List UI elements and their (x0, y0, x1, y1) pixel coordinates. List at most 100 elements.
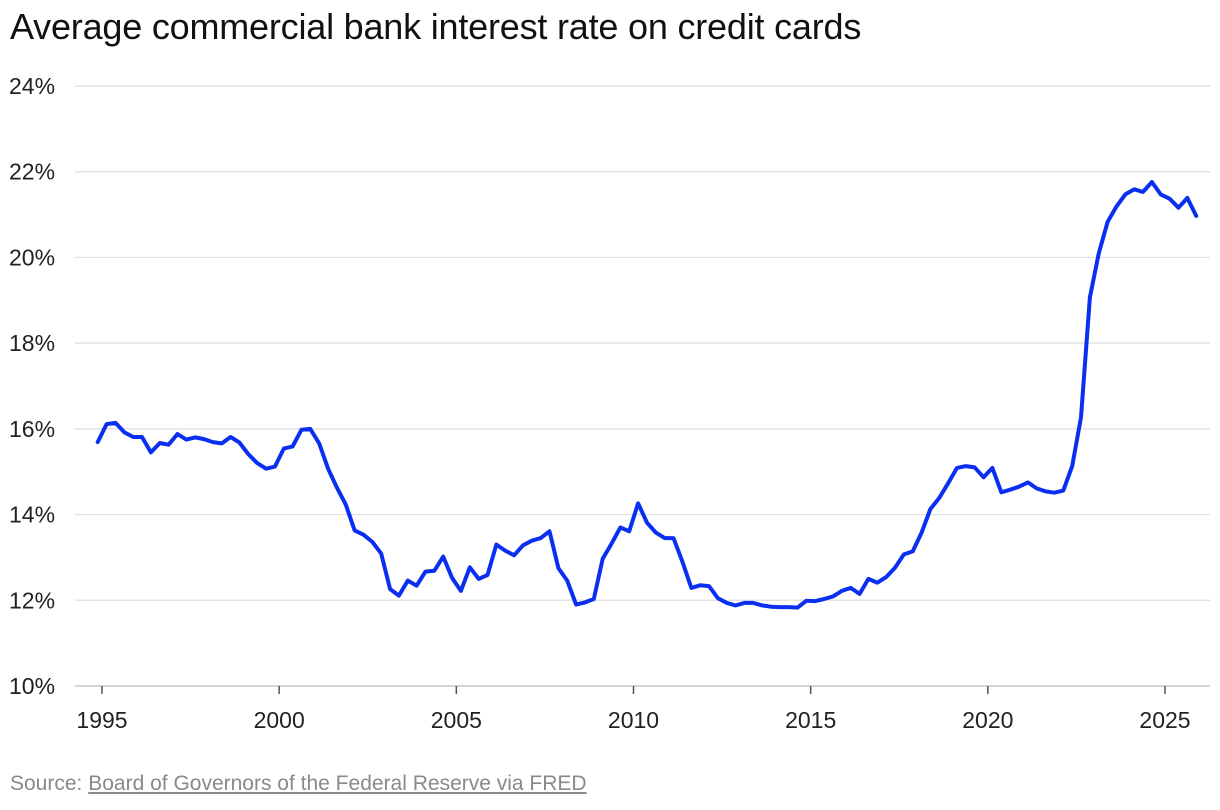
y-tick-label: 20% (9, 244, 55, 270)
data-point (317, 441, 321, 445)
data-point (742, 601, 746, 605)
data-point (424, 570, 428, 574)
data-point (273, 465, 277, 469)
data-point (618, 525, 622, 529)
data-point (264, 467, 268, 471)
y-axis-ticks: 10% 12% 14% 16% 18% 20% 22% 24% (9, 73, 55, 699)
data-point (432, 569, 436, 573)
data-point (353, 528, 357, 532)
data-point (592, 597, 596, 601)
data-point (973, 465, 977, 469)
data-point (158, 441, 162, 445)
data-point (1097, 252, 1101, 256)
data-point (1132, 187, 1136, 191)
data-point (840, 589, 844, 593)
data-point (1008, 488, 1012, 492)
data-point (1088, 295, 1092, 299)
data-point (698, 583, 702, 587)
data-point (893, 566, 897, 570)
data-point (813, 599, 817, 603)
data-point (964, 464, 968, 468)
data-point (397, 594, 401, 598)
y-tick-label: 24% (9, 73, 55, 99)
data-point (238, 441, 242, 445)
series-group (95, 180, 1199, 610)
x-tick-label: 2000 (254, 707, 305, 733)
gridlines (75, 85, 1210, 687)
y-tick-label: 16% (9, 416, 55, 442)
data-point (990, 466, 994, 470)
data-point (1017, 485, 1021, 489)
data-point (131, 435, 135, 439)
data-point (539, 536, 543, 540)
data-point (477, 577, 481, 581)
data-point (636, 501, 640, 505)
data-point (565, 579, 569, 583)
data-point (1115, 204, 1119, 208)
data-point (902, 552, 906, 556)
data-point (849, 586, 853, 590)
data-point (114, 421, 118, 425)
data-point (96, 440, 100, 444)
data-point (725, 601, 729, 605)
data-point (335, 486, 339, 490)
data-point (1141, 190, 1145, 194)
data-point (1150, 180, 1154, 184)
data-point (1044, 489, 1048, 493)
data-point (441, 555, 445, 559)
data-point (176, 432, 180, 436)
data-point (140, 435, 144, 439)
data-point (202, 437, 206, 441)
data-point (574, 603, 578, 607)
data-point (831, 594, 835, 598)
data-point (707, 584, 711, 588)
data-point (255, 461, 259, 465)
x-tick-label: 2025 (1139, 707, 1190, 733)
data-point (1079, 415, 1083, 419)
data-point (459, 589, 463, 593)
data-point (1026, 480, 1030, 484)
data-point (556, 566, 560, 570)
data-point (308, 427, 312, 431)
line-chart: 10% 12% 14% 16% 18% 20% 22% 24% 1995 2000 2005 201… (9, 73, 1210, 733)
data-point (211, 440, 215, 444)
data-point (689, 586, 693, 590)
data-point (300, 428, 304, 432)
data-point (946, 481, 950, 485)
y-tick-label: 18% (9, 330, 55, 356)
data-point (937, 496, 941, 500)
data-point (503, 549, 507, 553)
data-point (796, 606, 800, 610)
data-point (822, 597, 826, 601)
x-tick-label: 2015 (785, 707, 836, 733)
source-link[interactable]: Board of Governors of the Federal Reserv… (88, 772, 587, 795)
data-point (787, 605, 791, 609)
data-point (858, 592, 862, 596)
data-point (875, 581, 879, 585)
y-tick-label: 14% (9, 502, 55, 528)
y-tick-label: 12% (9, 587, 55, 613)
data-point (1052, 491, 1056, 495)
x-axis-ticks: 1995 2000 2005 2010 2015 2020 2025 (76, 686, 1191, 733)
data-point (884, 575, 888, 579)
data-point (982, 475, 986, 479)
data-point (362, 533, 366, 537)
data-point (751, 601, 755, 605)
y-tick-label: 22% (9, 159, 55, 185)
data-point (122, 430, 126, 434)
chart-title: Average commercial bank interest rate on… (10, 6, 862, 47)
data-point (1159, 192, 1163, 196)
x-tick-label: 1995 (76, 707, 127, 733)
data-point (530, 539, 534, 543)
data-point (370, 540, 374, 544)
data-point (627, 529, 631, 533)
x-tick-label: 2010 (608, 707, 659, 733)
data-point (1035, 486, 1039, 490)
data-point (344, 503, 348, 507)
data-point (282, 447, 286, 451)
y-tick-label: 10% (9, 673, 55, 699)
data-point (920, 531, 924, 535)
data-point (911, 549, 915, 553)
data-point (220, 441, 224, 445)
data-point (486, 573, 490, 577)
